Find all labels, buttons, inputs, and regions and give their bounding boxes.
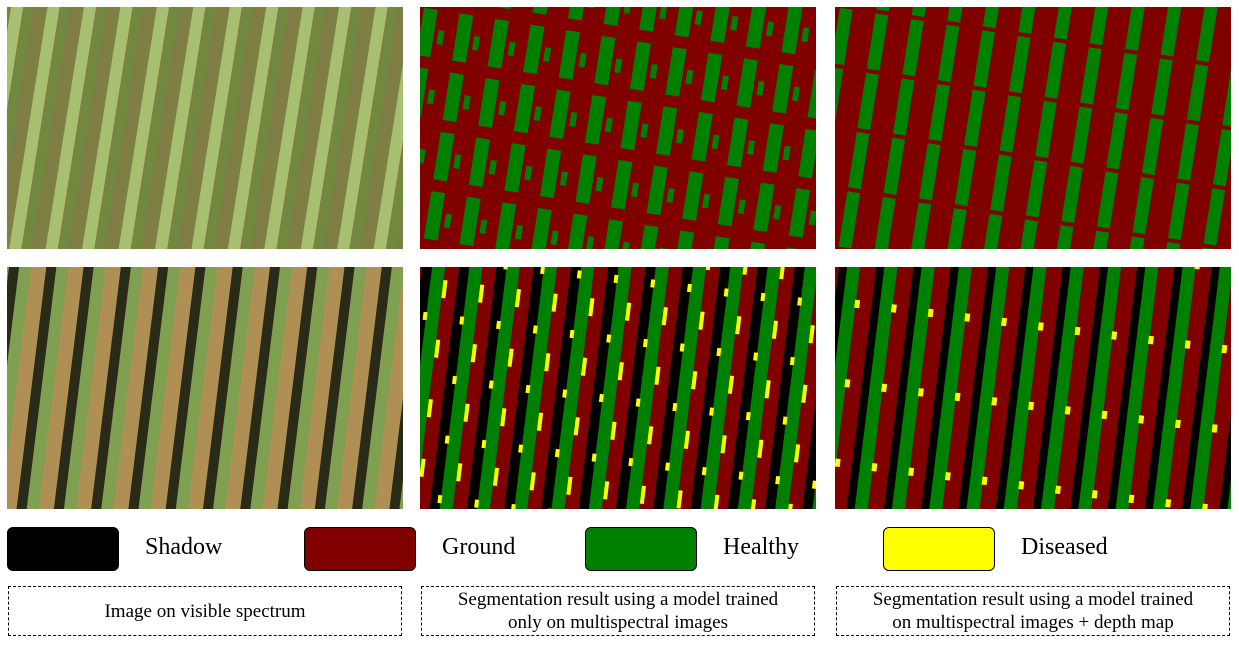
- legend-swatch: [585, 527, 697, 571]
- segmentation-image: [420, 7, 816, 249]
- visible-image: [7, 7, 403, 249]
- caption-line: only on multispectral images: [507, 612, 729, 633]
- visible-image: [7, 267, 403, 509]
- legend-swatch: [7, 527, 119, 571]
- caption: Segmentation result using a model traine…: [836, 586, 1230, 636]
- caption-line: Image on visible spectrum: [104, 600, 306, 622]
- caption: Segmentation result using a model traine…: [421, 586, 815, 636]
- segmentation-image: [835, 267, 1231, 509]
- legend-swatch: [883, 527, 995, 571]
- segmentation-image: [420, 267, 816, 509]
- legend-swatch: [304, 527, 416, 571]
- caption-line: Segmentation result using a model traine…: [872, 589, 1194, 610]
- caption-line: Segmentation result using a model traine…: [457, 589, 779, 610]
- legend-label: Shadow: [145, 534, 223, 560]
- legend-label: Healthy: [723, 534, 799, 560]
- legend-label: Ground: [442, 534, 516, 560]
- legend-label: Diseased: [1021, 534, 1108, 560]
- caption-line: on multispectral images + depth map: [892, 612, 1174, 633]
- segmentation-image: [835, 7, 1231, 249]
- caption: Image on visible spectrum: [8, 586, 402, 636]
